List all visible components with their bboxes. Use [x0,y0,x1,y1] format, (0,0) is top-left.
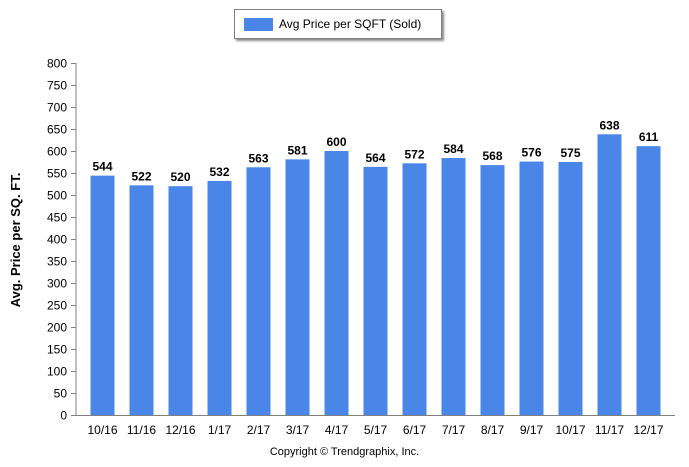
y-tick-label: 0 [60,409,67,423]
data-label: 563 [248,151,268,165]
data-label: 522 [131,169,151,183]
x-tick-label: 4/17 [325,423,349,437]
x-tick-label: 11/16 [127,423,156,437]
x-tick-label: 11/17 [595,423,624,437]
data-labels: 544 522 520 532 563 581 600 564 572 584 568 576 575 6… [92,118,658,184]
data-label: 584 [443,142,463,156]
x-tick-label: 6/17 [403,423,427,437]
data-label: 576 [521,146,541,160]
data-label: 575 [560,146,580,160]
y-tick-label: 750 [47,79,67,93]
data-label: 638 [599,118,619,132]
data-label: 564 [365,151,385,165]
bar [363,166,388,415]
y-tick-label: 700 [47,101,67,115]
x-tick-label: 10/17 [555,423,585,437]
x-tick-label: 7/17 [442,423,466,437]
legend: Avg Price per SQFT (Sold) [234,9,442,39]
x-tick-label: 9/17 [520,423,544,437]
y-tick-label: 300 [47,277,67,291]
x-tick-label: 10/16 [87,423,117,437]
data-label: 568 [482,149,502,163]
y-tick-label: 400 [47,233,67,247]
copyright-text: Copyright © Trendgraphix, Inc. [269,446,420,458]
y-tick-label: 200 [47,321,67,335]
x-tick-label: 5/17 [364,423,388,437]
data-label: 611 [639,130,659,144]
data-label: 520 [170,170,190,184]
bar [558,162,583,415]
bar [324,151,349,415]
legend-swatch [244,18,273,31]
data-label: 532 [209,165,229,179]
bar [480,165,505,415]
y-tick-label: 500 [47,189,67,203]
data-label: 544 [92,160,112,174]
bar [90,175,115,415]
data-label: 572 [404,147,424,161]
y-tick-label: 100 [47,365,67,379]
bar [207,180,232,415]
x-tick-label: 1/17 [208,423,232,437]
bar [402,163,427,415]
bar [441,158,466,416]
y-tick-label: 800 [47,57,67,71]
bar [519,161,544,415]
y-tick-label: 650 [47,123,67,137]
y-tick-label: 50 [54,387,68,401]
data-label: 581 [287,143,307,157]
y-tick-label: 350 [47,255,67,269]
y-axis-title: Avg. Price per SQ. FT. [8,173,23,308]
data-label: 600 [326,135,346,149]
x-tick-label: 12/17 [633,423,663,437]
y-tick-label: 150 [47,343,67,357]
x-axis: 10/16 11/16 12/16 1/17 2/17 3/17 4/17 5/17 6/17 7… [76,415,675,437]
bar [636,146,661,415]
bar [597,134,622,415]
bar [285,159,310,415]
x-tick-label: 12/16 [165,423,195,437]
bar [168,186,193,415]
y-tick-label: 450 [47,211,67,225]
y-axis: 0 50 100 150 200 250 300 350 400 450 500 550 600 650 7… [47,57,77,423]
y-tick-label: 550 [47,167,67,181]
x-tick-label: 8/17 [481,423,505,437]
y-tick-label: 600 [47,145,67,159]
bar [129,185,154,415]
bars [90,134,661,416]
x-tick-label: 2/17 [247,423,271,437]
x-tick-label: 3/17 [286,423,310,437]
legend-label: Avg Price per SQFT (Sold) [279,17,422,31]
y-tick-label: 250 [47,299,67,313]
bar [246,167,271,415]
